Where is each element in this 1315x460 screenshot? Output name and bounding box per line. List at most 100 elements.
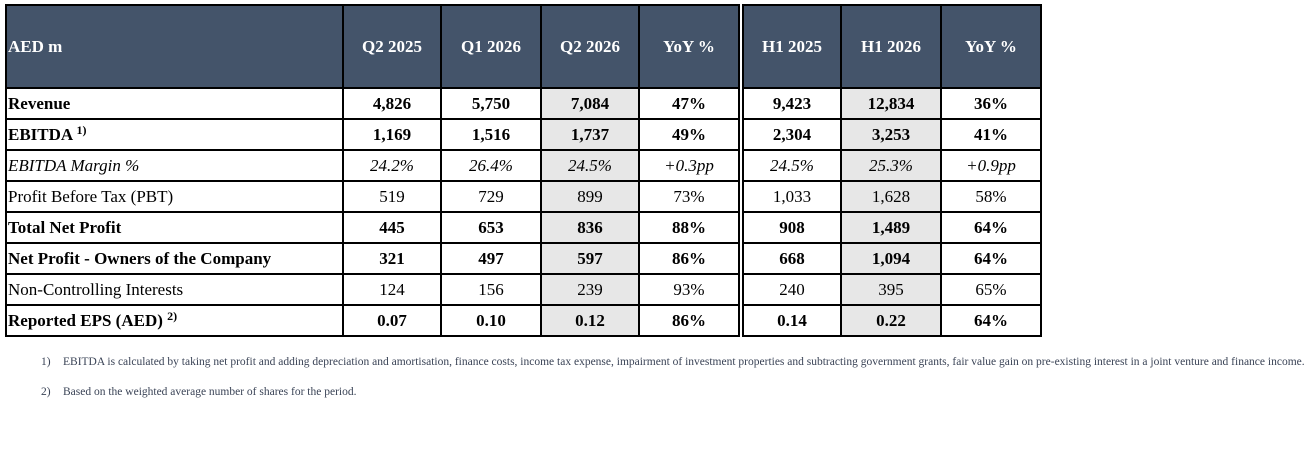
row-label-text: Revenue: [8, 93, 71, 113]
row-label: EBITDA 1): [5, 118, 344, 151]
row-label-text: Profit Before Tax (PBT): [8, 186, 174, 206]
table-cell: 0.12: [540, 304, 640, 337]
column-separator: [738, 150, 744, 181]
table-cell: 239: [540, 273, 640, 306]
table-row: EBITDA Margin % 24.2% 26.4% 24.5% +0.3pp 24.5…: [5, 149, 1042, 182]
row-label-text: Non-Controlling Interests: [8, 279, 184, 299]
table-cell: 0.14: [742, 304, 842, 337]
footnote-2: 2) Based on the weighted average number o…: [41, 377, 1311, 407]
table-cell: 24.2%: [342, 149, 442, 182]
table-cell: 93%: [638, 273, 740, 306]
table-cell: 1,737: [540, 118, 640, 151]
footnotes: 1) EBITDA is calculated by taking net pro…: [41, 347, 1311, 407]
table-row: Total Net Profit 445 653 836 88% 908 1,489 64%: [5, 211, 1042, 244]
column-separator: [738, 181, 744, 212]
table-cell: 668: [742, 242, 842, 275]
table-cell: 24.5%: [540, 149, 640, 182]
table-header-row: AED m Q2 2025 Q1 2026 Q2 2026 YoY % H1 2…: [5, 4, 1042, 89]
header-h1-2025: H1 2025: [742, 4, 842, 89]
table-cell: 41%: [940, 118, 1042, 151]
header-label: AED m: [5, 4, 344, 89]
table-cell: 86%: [638, 304, 740, 337]
footnote-number: 2): [41, 386, 51, 398]
table-cell: 836: [540, 211, 640, 244]
row-label-text: EBITDA Margin %: [8, 155, 140, 175]
financial-summary-table: AED m Q2 2025 Q1 2026 Q2 2026 YoY % H1 2…: [5, 4, 1042, 337]
column-separator: [738, 119, 744, 150]
footnote-text: Based on the weighted average number of …: [63, 386, 357, 398]
header-q2-2026: Q2 2026: [540, 4, 640, 89]
table-cell: 12,834: [840, 87, 942, 120]
table-cell: 26.4%: [440, 149, 542, 182]
table-cell: 64%: [940, 304, 1042, 337]
table-cell: 729: [440, 180, 542, 213]
header-q1-2026: Q1 2026: [440, 4, 542, 89]
table-cell: +0.3pp: [638, 149, 740, 182]
column-separator: [738, 5, 744, 88]
table-cell: +0.9pp: [940, 149, 1042, 182]
table-row: Profit Before Tax (PBT) 519 729 899 73% 1,033…: [5, 180, 1042, 213]
row-label-text: Reported EPS (AED): [8, 310, 163, 330]
table-cell: 124: [342, 273, 442, 306]
table-cell: 25.3%: [840, 149, 942, 182]
table-cell: 1,489: [840, 211, 942, 244]
table-cell: 4,826: [342, 87, 442, 120]
row-label: Total Net Profit: [5, 211, 344, 244]
row-label: Reported EPS (AED) 2): [5, 304, 344, 337]
footnote-ref: 1): [76, 122, 87, 137]
footnote-number: 1): [41, 356, 51, 368]
table-cell: 519: [342, 180, 442, 213]
table-cell: 1,169: [342, 118, 442, 151]
table-cell: 1,094: [840, 242, 942, 275]
header-yoy-half: YoY %: [940, 4, 1042, 89]
table-row: Revenue 4,826 5,750 7,084 47% 9,423 12,834 36%: [5, 87, 1042, 120]
table-row: Net Profit - Owners of the Company 321 497…: [5, 242, 1042, 275]
table-cell: 3,253: [840, 118, 942, 151]
table-cell: 1,033: [742, 180, 842, 213]
table-cell: 47%: [638, 87, 740, 120]
table-row: Non-Controlling Interests 124 156 239 93% 240…: [5, 273, 1042, 306]
table-cell: 2,304: [742, 118, 842, 151]
row-label-text: Net Profit - Owners of the Company: [8, 248, 272, 268]
table-cell: 64%: [940, 211, 1042, 244]
column-separator: [738, 305, 744, 336]
table-cell: 88%: [638, 211, 740, 244]
table-cell: 0.22: [840, 304, 942, 337]
table-cell: 65%: [940, 273, 1042, 306]
table-cell: 1,516: [440, 118, 542, 151]
table-cell: 86%: [638, 242, 740, 275]
table-cell: 899: [540, 180, 640, 213]
table-cell: 49%: [638, 118, 740, 151]
table-cell: 24.5%: [742, 149, 842, 182]
table-cell: 7,084: [540, 87, 640, 120]
header-q2-2025: Q2 2025: [342, 4, 442, 89]
row-label-text: Total Net Profit: [8, 217, 122, 237]
header-h1-2026: H1 2026: [840, 4, 942, 89]
table-cell: 908: [742, 211, 842, 244]
table-cell: 497: [440, 242, 542, 275]
table-cell: 597: [540, 242, 640, 275]
table-cell: 395: [840, 273, 942, 306]
table-cell: 156: [440, 273, 542, 306]
row-label: Revenue: [5, 87, 344, 120]
table-cell: 64%: [940, 242, 1042, 275]
footnote-ref: 2): [167, 308, 178, 323]
table-cell: 0.10: [440, 304, 542, 337]
table-cell: 1,628: [840, 180, 942, 213]
table-cell: 653: [440, 211, 542, 244]
table-cell: 58%: [940, 180, 1042, 213]
table-cell: 5,750: [440, 87, 542, 120]
table-cell: 9,423: [742, 87, 842, 120]
table-row: EBITDA 1) 1,169 1,516 1,737 49% 2,304 3,253 41%: [5, 118, 1042, 151]
table-cell: 321: [342, 242, 442, 275]
column-separator: [738, 243, 744, 274]
row-label: EBITDA Margin %: [5, 149, 344, 182]
column-separator: [738, 274, 744, 305]
row-label: Profit Before Tax (PBT): [5, 180, 344, 213]
table-cell: 36%: [940, 87, 1042, 120]
table-cell: 73%: [638, 180, 740, 213]
table-row: Reported EPS (AED) 2) 0.07 0.10 0.12 86% 0.14…: [5, 304, 1042, 337]
row-label: Net Profit - Owners of the Company: [5, 242, 344, 275]
footnote-1: 1) EBITDA is calculated by taking net pro…: [41, 347, 1311, 377]
column-separator: [738, 88, 744, 119]
